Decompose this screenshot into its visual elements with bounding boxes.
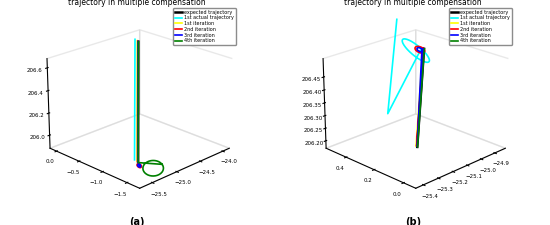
Title: trajectory in multiple compensation: trajectory in multiple compensation [68,0,206,7]
Text: (a): (a) [129,217,145,225]
Legend: expected trajectory, 1st actual trajectory, 1st iteration, 2nd iteration, 3rd it: expected trajectory, 1st actual trajecto… [173,8,236,45]
Legend: expected trajectory, 1st actual trajectory, 1st iteration, 2nd iteration, 3rd it: expected trajectory, 1st actual trajecto… [449,8,512,45]
Text: (b): (b) [405,217,421,225]
Title: trajectory in multiple compensation: trajectory in multiple compensation [344,0,482,7]
